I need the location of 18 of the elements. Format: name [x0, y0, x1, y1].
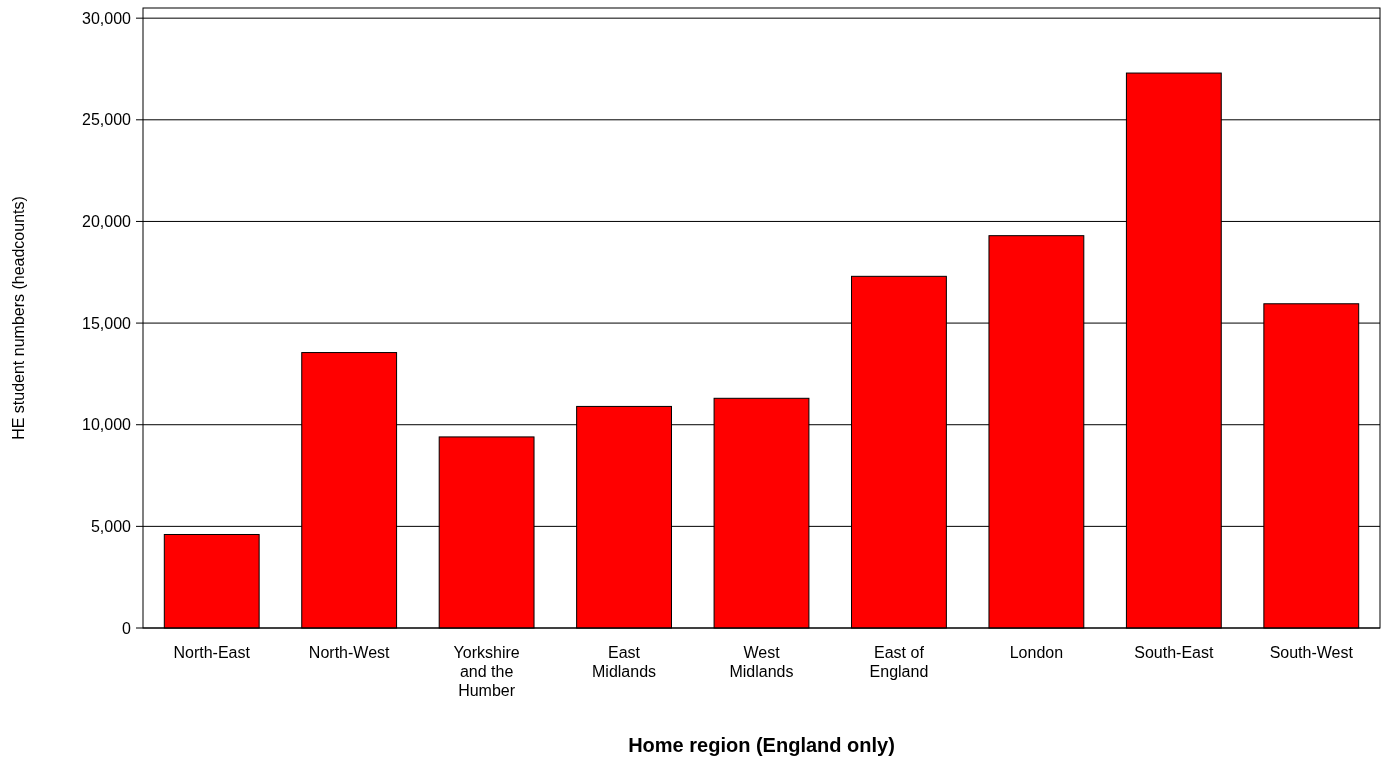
x-tick-label: North-East [173, 644, 251, 661]
x-tick-label: East Midlands [592, 644, 657, 680]
x-tick-label: South-East [1134, 644, 1214, 661]
x-tick-label: North-West [308, 644, 391, 661]
y-tick-label: 30,000 [82, 9, 132, 27]
x-axis-title: Home region (England only) [628, 734, 895, 756]
y-tick-label: 25,000 [82, 111, 132, 129]
y-tick-label: 5,000 [90, 517, 132, 535]
y-tick-label: 20,000 [82, 213, 132, 231]
x-tick-label: East of England [869, 644, 929, 680]
y-tick-label: 15,000 [82, 314, 132, 332]
y-tick-label: 10,000 [82, 416, 132, 434]
x-tick-label: West Midlands [729, 644, 794, 680]
x-tick-label: London [1009, 644, 1064, 661]
x-tick-label: South-West [1269, 644, 1354, 661]
y-axis-title: HE student numbers (headcounts) [10, 196, 27, 440]
x-tick-label: Yorkshire and the Humber [453, 644, 520, 699]
y-tick-label: 0 [122, 619, 132, 637]
